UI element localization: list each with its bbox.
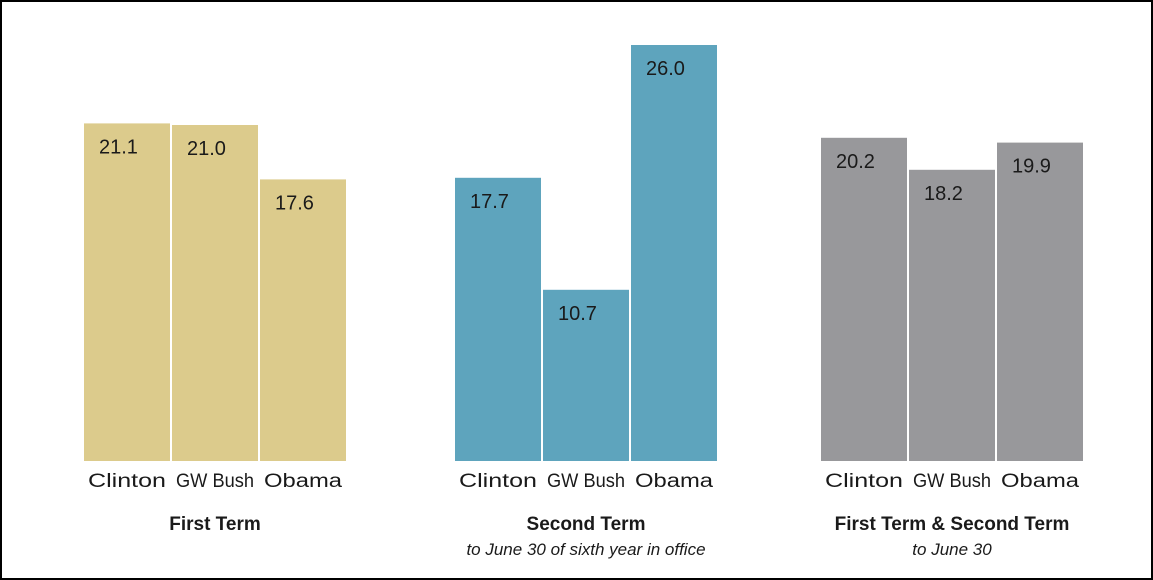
bar-obama [631,45,717,461]
chart-panel-3: 20.2 Clinton 18.2 GW Bush 19.9 Obama First Ter… [821,137,1083,559]
category-label: GW Bush [547,471,625,492]
value-label: 17.7 [470,191,509,213]
value-label: 17.6 [275,192,314,214]
category-label: Clinton [459,471,537,492]
bar-obama [260,179,346,461]
bar-gw-bush [909,169,995,462]
chart-panel-1: 21.1 Clinton 21.0 GW Bush 17.6 Obama First Ter… [84,123,346,535]
bar-clinton [821,137,907,462]
bar-gw-bush [172,125,258,461]
value-label: 21.0 [187,138,226,160]
panel-title: First Term & Second Term [835,514,1070,535]
panel-title: Second Term [527,514,646,535]
value-label: 20.2 [836,151,875,173]
category-label: Obama [264,471,343,492]
category-label: GW Bush [913,471,991,492]
category-label: Clinton [88,471,166,492]
category-label: GW Bush [176,471,254,492]
bar-clinton [84,123,170,462]
bar-obama [997,142,1083,461]
panel-title: First Term [169,514,261,535]
value-label: 19.9 [1012,156,1051,178]
panel-subtitle: to June 30 [912,540,992,559]
category-label: Obama [1001,471,1080,492]
value-label: 26.0 [646,58,685,80]
category-label: Clinton [825,471,903,492]
bar-gw-bush [543,289,629,461]
chart-panel-2: 17.7 Clinton 10.7 GW Bush 26.0 Obama Second Te… [455,45,717,559]
bar-clinton [455,177,541,462]
value-label: 10.7 [558,303,597,325]
value-label: 18.2 [924,183,963,205]
category-label: Obama [635,471,714,492]
value-label: 21.1 [99,136,138,158]
panel-subtitle: to June 30 of sixth year in office [466,540,705,559]
